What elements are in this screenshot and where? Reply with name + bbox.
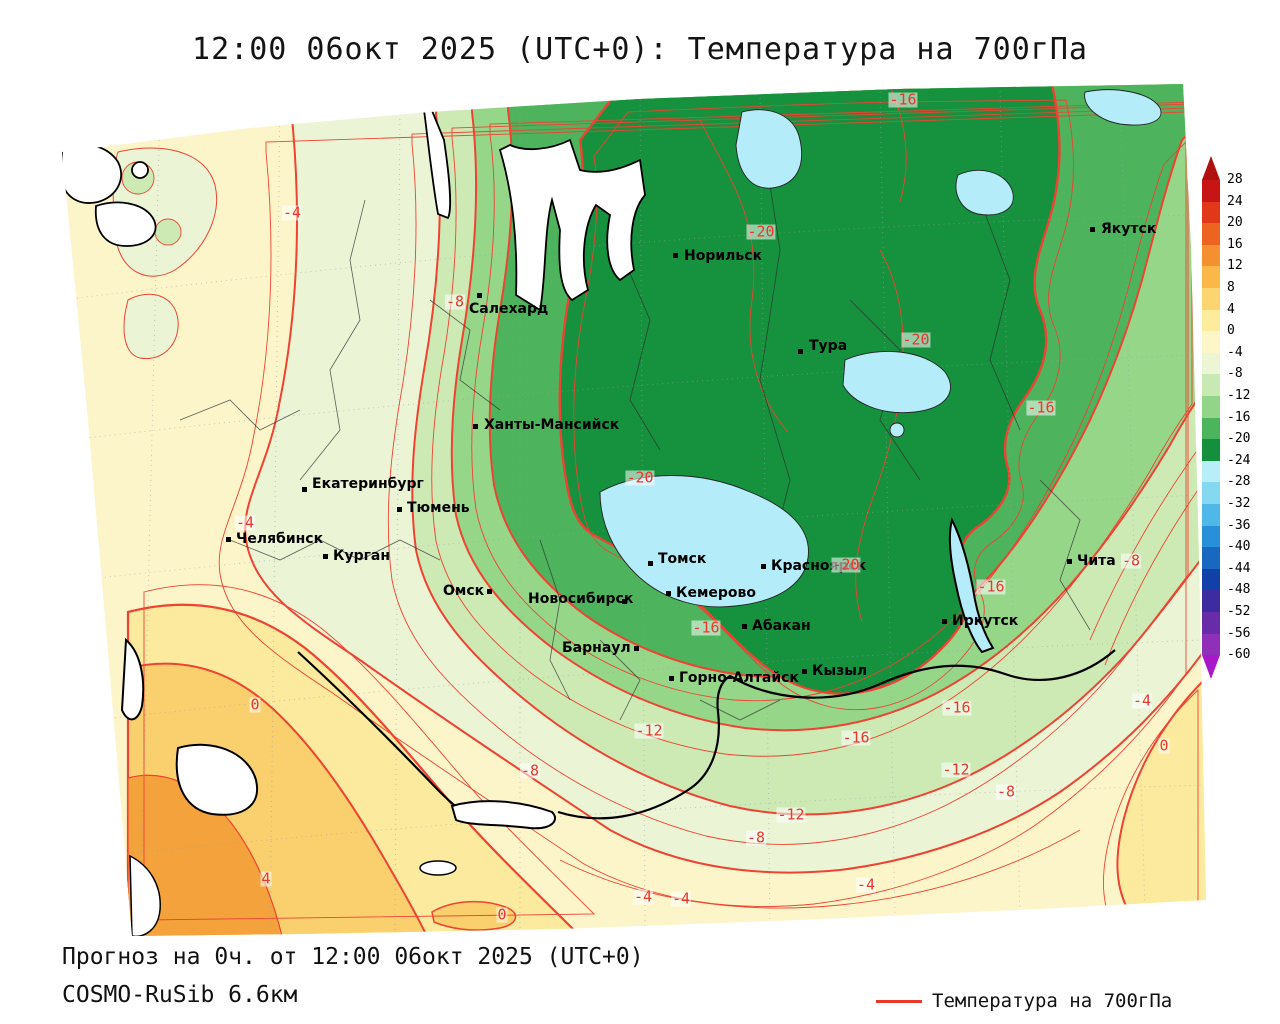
legend-label: Температура на 700гПа	[932, 990, 1173, 1012]
colorbar-segment	[1202, 201, 1220, 224]
colorbar-tick-label: -28	[1227, 474, 1251, 490]
lake-small	[889, 422, 905, 438]
colorbar-segment	[1202, 568, 1220, 591]
caspian-edge	[120, 637, 145, 721]
colorbar-segment	[1202, 525, 1220, 548]
colorbar-tick-label: 0	[1227, 323, 1235, 339]
colorbar-tick-label: -24	[1227, 452, 1251, 468]
colorbar-tick-label: -44	[1227, 560, 1251, 576]
colorbar-segment	[1202, 244, 1220, 267]
colorbar-tick-label: -48	[1227, 582, 1251, 598]
colorbar-tick-label: 8	[1227, 280, 1235, 295]
colorbar-tick-label: -16	[1227, 409, 1251, 425]
colorbar-segment	[1202, 352, 1220, 375]
colorbar-tick-label: -8	[1227, 366, 1243, 382]
colorbar-segment	[1202, 590, 1220, 612]
colorbar-tick-label: -12	[1227, 388, 1251, 403]
colorbar-tick-label: 16	[1227, 236, 1243, 252]
lake-big	[599, 475, 809, 608]
colorbar-segment	[1202, 417, 1220, 440]
lake-pyasino	[735, 109, 802, 189]
lake-mid	[842, 350, 951, 414]
gulf-ob	[498, 138, 646, 312]
colorbar-tick-label: 4	[1227, 301, 1235, 317]
colorbar-tick-label: 24	[1227, 193, 1243, 209]
colorbar-segment	[1202, 223, 1220, 245]
graticule	[62, 84, 1206, 936]
colorbar-segment	[1202, 547, 1220, 569]
colorbar-segment	[1202, 331, 1220, 353]
sea-top-left-2	[94, 201, 157, 247]
colorbar-tick-label: -60	[1227, 647, 1251, 663]
colorbar-segment	[1202, 482, 1220, 504]
colorbar-tick-label: 12	[1227, 258, 1243, 274]
colorbar-tick-label: -32	[1227, 496, 1251, 511]
colorbar-segment	[1202, 180, 1220, 202]
gulf-baydaratskaya	[423, 92, 451, 220]
lake-issyk	[419, 860, 457, 876]
colorbar-segment	[1202, 439, 1220, 461]
colorbar-segment	[1202, 396, 1220, 418]
colorbar-tick-label: 28	[1227, 172, 1243, 187]
lake-north-2	[1084, 89, 1162, 126]
lake-north-1	[955, 169, 1014, 216]
colorbar-segment	[1202, 460, 1220, 483]
aral-sea	[175, 743, 259, 816]
lakes	[599, 89, 1162, 654]
page-title: 12:00 06окт 2025 (UTC+0): Температура на…	[192, 32, 1088, 67]
colorbar-tick-label: -56	[1227, 625, 1251, 641]
colorbar-tick-label: -20	[1227, 431, 1251, 447]
colorbar-tick-label: -4	[1227, 344, 1243, 360]
coastlines	[62, 92, 646, 936]
footer-model-line: COSMO-RuSib 6.6км	[62, 982, 298, 1008]
colorbar-segment	[1202, 309, 1220, 332]
colorbar-segment	[1202, 288, 1220, 310]
map-legend: Температура на 700гПа	[876, 990, 1172, 1012]
footer-forecast-line: Прогноз на 0ч. от 12:00 06окт 2025 (UTC+…	[62, 944, 644, 970]
colorbar-segment	[1202, 633, 1220, 656]
colorbar-tick-label: 20	[1227, 215, 1243, 231]
colorbar-tick-label: -40	[1227, 539, 1251, 555]
colorbar-tick-label: -36	[1227, 517, 1251, 533]
colorbar-segment	[1202, 266, 1220, 288]
coast-corner	[129, 854, 161, 936]
lake-baikal	[948, 517, 995, 654]
colorbar: 28 24 20 16 12 8 4 0 -4 -8 -12 -16 -20 -24 -28 -32 -36 -4…	[1202, 156, 1272, 686]
colorbar-segment	[1202, 374, 1220, 396]
legend-line-sample	[876, 999, 922, 1003]
colorbar-segment	[1202, 612, 1220, 634]
colorbar-arrow-top	[1202, 156, 1220, 180]
lake-balkhash	[450, 800, 557, 830]
colorbar-arrow-bottom	[1202, 655, 1220, 680]
colorbar-tick-label: -52	[1227, 604, 1251, 619]
colorbar-segment	[1202, 504, 1220, 526]
national-borders	[297, 649, 1116, 820]
